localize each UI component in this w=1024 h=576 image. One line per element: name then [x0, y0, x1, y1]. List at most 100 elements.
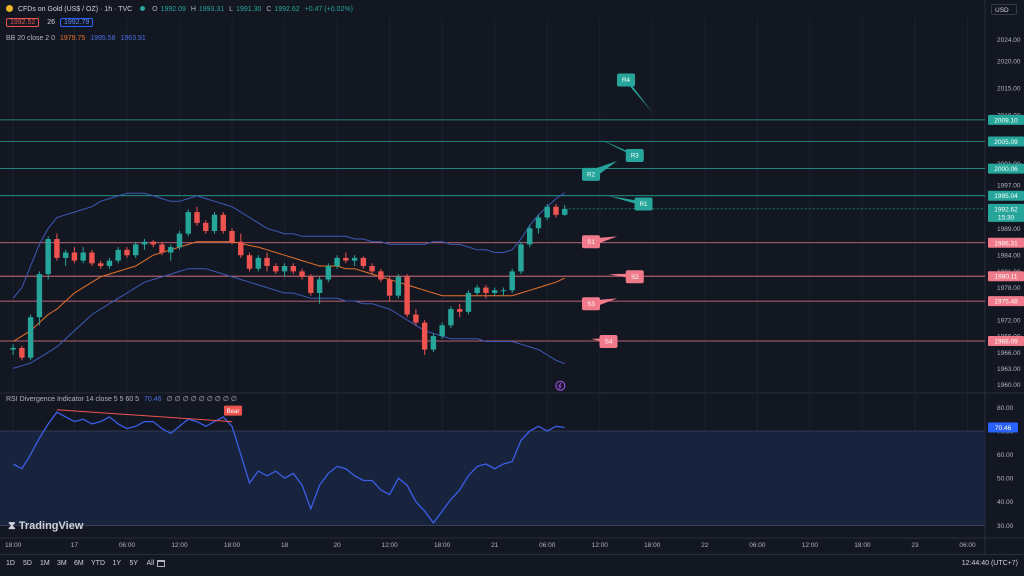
candle-body: [89, 252, 95, 264]
gold-icon: [6, 5, 13, 12]
timeframe-1y[interactable]: 1Y: [112, 560, 122, 567]
candle-body: [168, 247, 174, 253]
candle-body: [518, 244, 524, 272]
candle-body: [334, 257, 340, 266]
level-tag-box: [625, 270, 644, 284]
candle-body: [404, 276, 410, 315]
level-tag-text: S1: [587, 239, 595, 246]
current-price-label: 1992.62: [994, 206, 1018, 213]
level-tag-pointer: [622, 77, 653, 113]
price-tick-label: 1989.00: [997, 226, 1021, 233]
rsi-value-badge-label: 70.46: [995, 425, 1012, 432]
calendar-icon[interactable]: [157, 560, 165, 567]
time-tick-label: 21: [491, 542, 499, 549]
lightning-bolt: [557, 382, 562, 389]
candle-body: [141, 241, 148, 245]
candle-body: [264, 257, 270, 266]
candle-body: [150, 241, 156, 245]
candle-body: [97, 263, 104, 266]
rsi-line: [12, 411, 565, 524]
bb-basis-value: 1979.75: [59, 35, 86, 42]
price-tick-label: 1960.00: [997, 382, 1021, 389]
level-price-badge: [988, 114, 1024, 125]
candle-body: [421, 322, 428, 350]
candle-body: [220, 214, 226, 231]
time-tick-label: 18:00: [854, 542, 871, 549]
price-tick-label: 2015.00: [997, 86, 1021, 93]
bottom-toolbar: [0, 554, 1024, 576]
candle-body: [45, 239, 51, 275]
tradingview-logo: ⧗ TradingView: [8, 520, 83, 533]
currency-selector[interactable]: USD: [991, 4, 1017, 15]
candle-body: [238, 241, 244, 256]
candle-body: [316, 279, 323, 293]
rsi-tick-label: 40.00: [997, 499, 1014, 506]
candle-body: [500, 290, 507, 292]
level-price-label-s1: 1986.31: [994, 240, 1018, 247]
rsi-legend[interactable]: RSI Divergence Indicator 14 close 5 5 60…: [6, 395, 240, 403]
time-tick-label: 18:00: [644, 542, 661, 549]
level-tag-s3: S3: [582, 297, 618, 311]
timeframe-6m[interactable]: 6M: [74, 560, 84, 567]
ask-button[interactable]: 1992.79: [60, 18, 94, 27]
candle-body: [343, 257, 349, 261]
change-value: +0.47 (+0.02%): [304, 6, 353, 13]
timeframe-5d[interactable]: 5D: [23, 560, 32, 567]
bb-legend[interactable]: BB 20 close 2 0 1979.75 1995.58 1963.91: [6, 35, 149, 42]
bb-lower-line: [12, 268, 565, 369]
candle-body: [71, 252, 78, 261]
candle-body: [299, 271, 305, 277]
timeframe-all[interactable]: All: [146, 560, 155, 567]
candle-body: [535, 217, 542, 229]
time-tick-label: 22: [701, 542, 709, 549]
candle-body: [526, 228, 533, 245]
level-tag-r2: R2: [582, 160, 618, 181]
candle-body: [159, 244, 165, 253]
bear-label-box: [224, 405, 243, 416]
candle-body: [395, 276, 402, 296]
price-tick-label: 2020.00: [997, 59, 1021, 66]
candle-body: [115, 249, 121, 261]
candle-body: [448, 309, 454, 326]
time-tick-label: 06:00: [959, 542, 976, 549]
price-tick-label: 1966.00: [997, 350, 1021, 357]
candle-body: [465, 292, 472, 312]
price-tick-label: 1972.00: [997, 317, 1021, 324]
candle-body: [246, 255, 253, 269]
time-tick-label: 18: [281, 542, 289, 549]
level-price-label-r1: 1995.04: [994, 193, 1018, 200]
timeframe-5y[interactable]: 5Y: [129, 560, 139, 567]
time-tick-label: 18:00: [5, 542, 22, 549]
candle-body: [211, 214, 218, 231]
candle-body: [10, 347, 16, 350]
rsi-tick-label: 50.00: [997, 476, 1014, 483]
rsi-tick-label: 80.00: [997, 405, 1014, 412]
candle-body: [562, 208, 568, 215]
level-tag-text: S4: [605, 339, 613, 346]
timeframe-1m[interactable]: 1M: [40, 560, 50, 567]
candle-body: [325, 266, 332, 280]
candle-body: [474, 287, 480, 293]
bb-label: BB 20 close 2 0: [6, 35, 56, 42]
time-tick-label: 12:00: [802, 542, 819, 549]
close-label: C: [266, 6, 272, 13]
candle-body: [369, 266, 375, 272]
timeframe-ytd[interactable]: YTD: [91, 560, 105, 567]
symbol-title: CFDs on Gold (US$ / OZ) · 1h · TVC: [17, 6, 133, 13]
lightning-icon: [555, 380, 566, 391]
time-tick-label: 23: [911, 542, 919, 549]
level-price-badge: [988, 237, 1024, 248]
level-price-label-s3: 1975.48: [994, 299, 1018, 306]
level-tag-s4: S4: [591, 334, 618, 348]
timeframe-3m[interactable]: 3M: [57, 560, 67, 567]
level-tag-text: R4: [622, 77, 630, 84]
time-tick-label: 18:00: [224, 542, 241, 549]
candle-body: [229, 230, 235, 242]
time-tick-label: 20: [333, 542, 341, 549]
bid-button[interactable]: 1992.52: [6, 18, 40, 27]
timeframe-1d[interactable]: 1D: [6, 560, 15, 567]
level-tag-box: [617, 73, 636, 87]
quote-row: 1992.52 26 1992.79: [6, 18, 96, 27]
candle-body: [27, 317, 34, 358]
